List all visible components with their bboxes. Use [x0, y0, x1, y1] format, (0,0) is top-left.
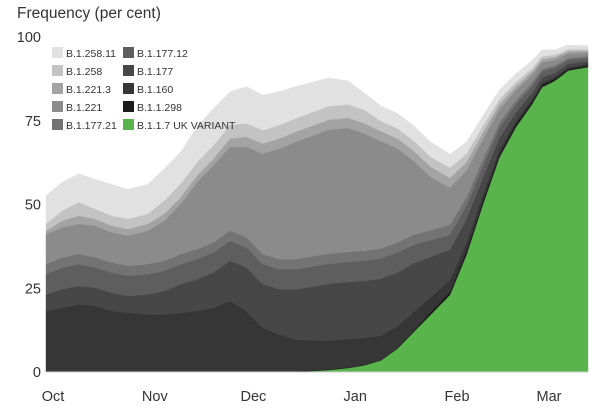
legend-label: B.1.177.21: [66, 120, 117, 132]
legend-item: B.1.177: [123, 65, 173, 78]
legend-item: B.1.160: [123, 83, 173, 96]
legend-swatch: [123, 119, 134, 130]
legend-label: B.1.1.298: [137, 102, 182, 114]
legend-label: B.1.258: [66, 66, 102, 78]
legend-item: B.1.177.12: [123, 47, 188, 60]
legend-item: B.1.1.298: [123, 101, 182, 114]
legend-label: B.1.177: [137, 66, 173, 78]
legend-swatch: [52, 47, 63, 58]
x-axis-ticks: Oct Nov Dec Jan Feb Mar: [42, 389, 562, 405]
y-tick-label: 50: [25, 198, 41, 214]
legend-label: B.1.221: [66, 102, 102, 114]
legend-item: B.1.221: [52, 101, 102, 114]
legend-label: B.1.177.12: [137, 48, 188, 60]
legend-label: B.1.258.11: [66, 48, 116, 60]
x-tick-label: Dec: [240, 389, 266, 405]
legend-swatch: [52, 65, 63, 76]
y-tick-label: 75: [25, 114, 41, 130]
x-tick-label: Mar: [537, 389, 562, 405]
legend: B.1.258.11 B.1.258 B.1.221.3 B.1.221 B.1.177…: [52, 47, 236, 132]
legend-label: B.1.221.3: [66, 84, 111, 96]
x-tick-label: Oct: [42, 389, 65, 405]
legend-swatch: [52, 119, 63, 130]
legend-swatch: [123, 47, 134, 58]
legend-swatch: [52, 101, 63, 112]
legend-swatch: [123, 83, 134, 94]
legend-item: B.1.221.3: [52, 83, 111, 96]
legend-swatch: [123, 65, 134, 76]
legend-item: B.1.258: [52, 65, 102, 78]
x-tick-label: Jan: [344, 389, 367, 405]
legend-swatch: [52, 83, 63, 94]
legend-item: B.1.258.11: [52, 47, 116, 60]
y-axis-title: Frequency (per cent): [17, 5, 161, 22]
x-tick-label: Feb: [445, 389, 470, 405]
area-b-1-258-11: [45, 44, 589, 225]
y-tick-label: 25: [25, 281, 41, 297]
legend-label: B.1.160: [137, 84, 173, 96]
y-tick-label: 0: [33, 365, 41, 381]
legend-swatch: [123, 101, 134, 112]
legend-label: B.1.1.7 UK VARIANT: [137, 120, 236, 132]
legend-item: B.1.177.21: [52, 119, 117, 132]
legend-item: B.1.1.7 UK VARIANT: [123, 119, 236, 132]
y-axis-ticks: 0 25 50 75 100: [17, 30, 41, 381]
stacked-areas: [45, 44, 589, 373]
x-tick-label: Nov: [142, 389, 169, 405]
y-tick-label: 100: [17, 30, 41, 46]
